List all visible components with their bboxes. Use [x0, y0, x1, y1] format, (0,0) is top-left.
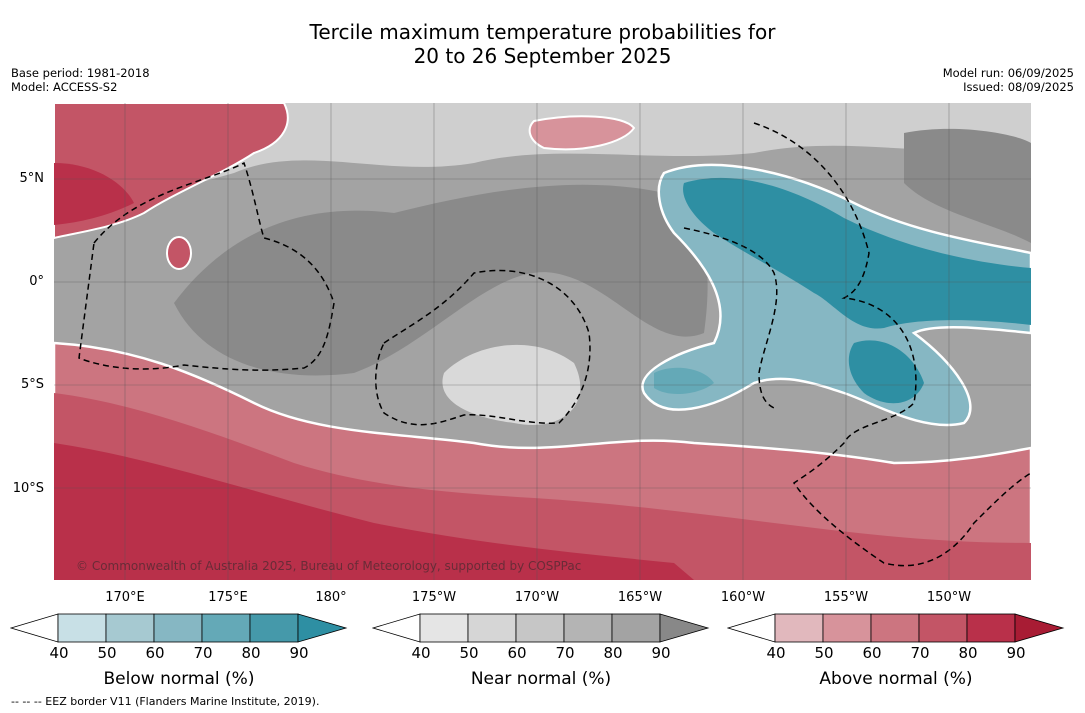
above-normal-northwest-core — [54, 163, 134, 225]
lat-label-5n: 5°N — [19, 171, 45, 186]
colorbar-title-near: Near normal (%) — [470, 669, 612, 689]
meta-left: Base period: 1981-2018 Model: ACCESS-S2 — [11, 66, 150, 94]
colorbar-above-high-extend — [1014, 613, 1065, 643]
near-normal-light-band — [54, 103, 1031, 223]
below-normal-core-north — [683, 177, 1031, 329]
colorbar-above-bin-4 — [918, 613, 968, 643]
tick-above-70: 70 — [910, 644, 930, 662]
colorbar-above-bin-2 — [822, 613, 872, 643]
colorbar-below-bin-4 — [201, 613, 251, 643]
gridlines — [54, 103, 1031, 580]
model-name: Model: ACCESS-S2 — [11, 80, 118, 94]
tick-below-40: 40 — [49, 644, 69, 662]
colorbar-below-low-extend — [10, 613, 59, 643]
title-line-2: 20 to 26 September 2025 — [413, 44, 672, 68]
map-title: Tercile maximum temperature probabilitie… — [0, 20, 1085, 68]
colorbar-near-bin-2 — [467, 613, 517, 643]
tick-near-70: 70 — [555, 644, 575, 662]
lat-label-10s: 10°S — [12, 481, 44, 496]
lat-label-0: 0° — [29, 274, 44, 289]
colorbar-above-bin-3 — [870, 613, 920, 643]
eez-border-2 — [375, 269, 591, 426]
base-period: Base period: 1981-2018 — [11, 66, 150, 80]
colorbar-near-low-extend — [372, 613, 421, 643]
tick-near-80: 80 — [603, 644, 623, 662]
colorbar-below-bin-2 — [105, 613, 155, 643]
eez-borders — [78, 122, 1031, 567]
probability-map — [54, 103, 1031, 580]
colorbar-title-below: Below normal (%) — [103, 669, 255, 689]
meta-right: Model run: 06/09/2025 Issued: 08/09/2025 — [943, 66, 1074, 94]
tick-near-40: 40 — [411, 644, 431, 662]
near-normal-dark-core — [174, 184, 708, 376]
colorbar-above-low-extend — [727, 613, 776, 643]
lon-label-175w: 175°W — [411, 590, 457, 605]
tick-below-90: 90 — [289, 644, 309, 662]
eez-border-3 — [753, 122, 1031, 567]
lon-label-175e: 175°E — [208, 590, 248, 605]
colorbar-below-bin-1 — [57, 613, 107, 643]
below-normal-core-south — [848, 340, 924, 404]
lon-label-150w: 150°W — [926, 590, 972, 605]
colorbar-below-high-extend — [297, 613, 348, 643]
eez-border-1 — [78, 161, 335, 371]
lon-label-160w: 160°W — [720, 590, 766, 605]
eez-footer-note: -- -- -- EEZ border V11 (Flanders Marine… — [11, 695, 320, 708]
tick-below-80: 80 — [241, 644, 261, 662]
colorbar-below-bin-5 — [249, 613, 299, 643]
title-line-1: Tercile maximum temperature probabilitie… — [309, 20, 776, 44]
colorbar-above-normal — [727, 613, 1065, 643]
eez-border-4 — [683, 227, 778, 409]
near-normal-dark-east — [904, 128, 1031, 243]
model-run: Model run: 06/09/2025 — [942, 66, 1074, 80]
colorbar-near-normal — [372, 613, 710, 643]
colorbar-near-bin-3 — [515, 613, 565, 643]
colorbar-title-above: Above normal (%) — [819, 669, 973, 689]
tick-near-50: 50 — [459, 644, 479, 662]
copyright-text: © Commonwealth of Australia 2025, Bureau… — [76, 559, 582, 573]
tick-near-90: 90 — [651, 644, 671, 662]
tick-near-60: 60 — [507, 644, 527, 662]
map-area — [54, 103, 1031, 580]
above-normal-north-patch — [528, 115, 636, 151]
lon-label-170w: 170°W — [514, 590, 560, 605]
colorbar-near-bin-1 — [419, 613, 469, 643]
tick-above-90: 90 — [1006, 644, 1026, 662]
above-normal-south-core — [54, 443, 694, 580]
tick-below-70: 70 — [193, 644, 213, 662]
lon-label-180: 180° — [315, 590, 347, 605]
tick-below-60: 60 — [145, 644, 165, 662]
tick-below-50: 50 — [97, 644, 117, 662]
tick-above-40: 40 — [766, 644, 786, 662]
colorbar-below-bin-3 — [153, 613, 203, 643]
issued-date: Issued: 08/09/2025 — [963, 80, 1074, 94]
lon-label-170e: 170°E — [105, 590, 145, 605]
colorbar-above-bin-1 — [774, 613, 824, 643]
colorbar-above-bin-5 — [966, 613, 1016, 643]
lat-label-5s: 5°S — [20, 377, 44, 392]
tick-above-50: 50 — [814, 644, 834, 662]
below-normal-west-lobe — [654, 367, 714, 395]
colorbar-near-bin-5 — [611, 613, 661, 643]
lon-label-165w: 165°W — [617, 590, 663, 605]
tick-above-60: 60 — [862, 644, 882, 662]
lon-label-155w: 155°W — [823, 590, 869, 605]
colorbar-near-high-extend — [659, 613, 710, 643]
above-normal-small-patch — [166, 236, 192, 270]
colorbar-below-normal — [10, 613, 348, 643]
tick-above-80: 80 — [958, 644, 978, 662]
colorbar-near-bin-4 — [563, 613, 613, 643]
